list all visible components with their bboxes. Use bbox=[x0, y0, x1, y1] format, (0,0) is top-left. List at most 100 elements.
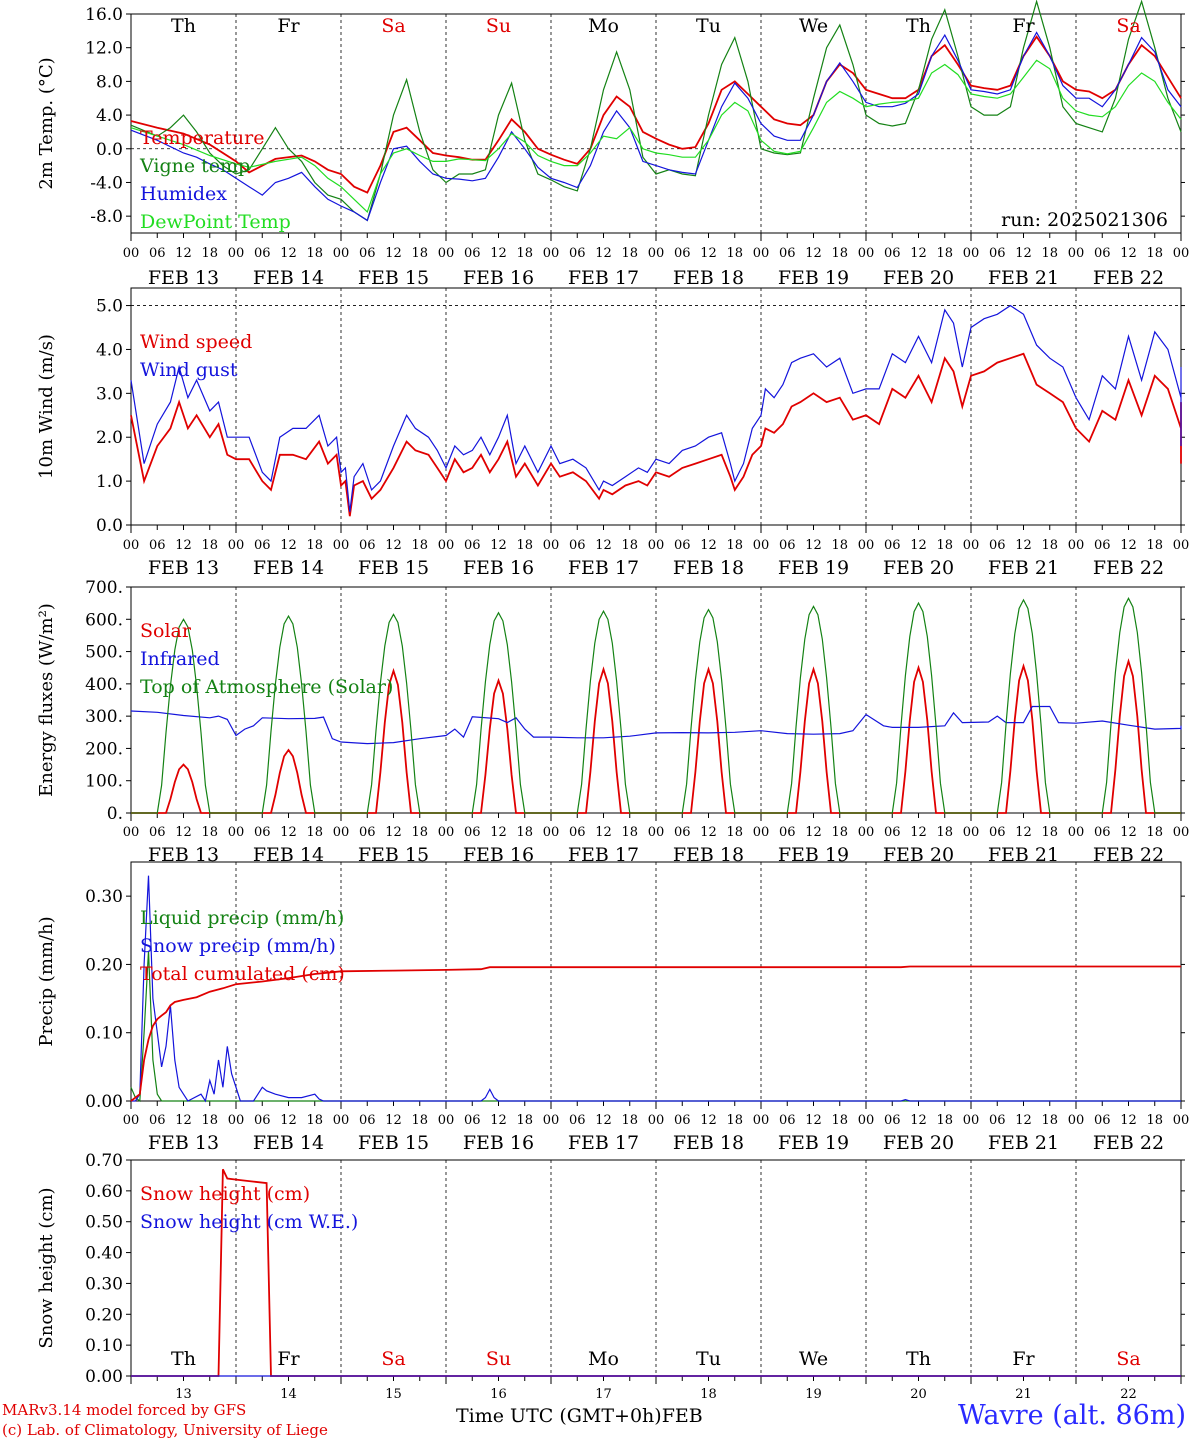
hour-tick-label: 18 bbox=[726, 1113, 743, 1128]
hour-tick-label: 18 bbox=[621, 1113, 638, 1128]
hour-tick-label: 12 bbox=[700, 538, 717, 553]
hour-tick-label: 00 bbox=[753, 825, 770, 840]
hour-tick-label: 12 bbox=[910, 246, 927, 261]
bottom-day-number: 13 bbox=[175, 1387, 192, 1402]
date-label: FEB 15 bbox=[358, 1132, 429, 1154]
y-tick-label: 0. bbox=[107, 804, 123, 824]
hour-tick-label: 00 bbox=[648, 1113, 665, 1128]
hour-tick-label: 00 bbox=[123, 246, 140, 261]
hour-tick-label: 00 bbox=[648, 538, 665, 553]
hour-tick-label: 06 bbox=[149, 246, 166, 261]
lab-credit: (c) Lab. of Climatology, University of L… bbox=[2, 1421, 328, 1439]
hour-tick-label: 18 bbox=[1041, 246, 1058, 261]
hour-tick-label: 12 bbox=[175, 825, 192, 840]
hour-tick-label: 06 bbox=[569, 538, 586, 553]
hour-tick-label: 00 bbox=[753, 538, 770, 553]
hour-tick-label: 06 bbox=[359, 538, 376, 553]
hour-tick-label: 12 bbox=[385, 825, 402, 840]
hour-tick-label: 12 bbox=[490, 825, 507, 840]
hour-tick-label: 18 bbox=[831, 246, 848, 261]
hour-tick-label: 18 bbox=[1146, 1113, 1163, 1128]
hour-tick-label: 12 bbox=[175, 1113, 192, 1128]
day-name: Su bbox=[486, 1348, 511, 1370]
bottom-day-number: 14 bbox=[280, 1387, 297, 1402]
hour-tick-label: 06 bbox=[989, 825, 1006, 840]
date-label: FEB 22 bbox=[1093, 844, 1164, 866]
date-label: FEB 14 bbox=[253, 557, 324, 579]
hour-tick-label: 18 bbox=[936, 538, 953, 553]
date-label: FEB 16 bbox=[463, 557, 534, 579]
hour-tick-label: 00 bbox=[123, 825, 140, 840]
y-tick-label: 700. bbox=[85, 578, 123, 598]
hour-tick-label: 18 bbox=[726, 825, 743, 840]
date-label: FEB 15 bbox=[358, 557, 429, 579]
y-tick-label: 1.0 bbox=[96, 472, 123, 492]
date-label: FEB 18 bbox=[673, 557, 744, 579]
hour-tick-label: 00 bbox=[543, 246, 560, 261]
legend-entry: Vigne temp bbox=[139, 155, 250, 177]
y-tick-label: -4.0 bbox=[90, 173, 123, 193]
date-label: FEB 15 bbox=[358, 844, 429, 866]
hour-tick-label: 12 bbox=[805, 825, 822, 840]
date-label: FEB 20 bbox=[883, 844, 954, 866]
y-tick-label: 12.0 bbox=[85, 39, 123, 59]
hour-tick-label: 18 bbox=[201, 1113, 218, 1128]
hour-tick-label: 00 bbox=[543, 825, 560, 840]
date-label: FEB 22 bbox=[1093, 557, 1164, 579]
hour-tick-label: 12 bbox=[385, 1113, 402, 1128]
y-tick-label: 5.0 bbox=[96, 297, 123, 317]
hour-tick-label: 06 bbox=[1094, 825, 1111, 840]
y-tick-label: 16.0 bbox=[85, 5, 123, 25]
day-name: We bbox=[799, 1348, 828, 1370]
day-name: Mo bbox=[588, 15, 619, 37]
day-name: Fr bbox=[1012, 1348, 1035, 1370]
date-label: FEB 15 bbox=[358, 267, 429, 289]
series-line-temperature bbox=[130, 35, 1182, 194]
hour-tick-label: 00 bbox=[963, 246, 980, 261]
y-tick-label: 0.30 bbox=[85, 887, 123, 907]
bottom-day-number: 15 bbox=[385, 1387, 402, 1402]
date-label: FEB 19 bbox=[778, 557, 849, 579]
y-axis-label: 2m Temp. (°C) bbox=[36, 57, 57, 189]
station-name: Wavre (alt. 86m) bbox=[958, 1400, 1186, 1431]
panel-frame bbox=[130, 287, 1182, 526]
hour-tick-label: 06 bbox=[1094, 246, 1111, 261]
date-label: FEB 16 bbox=[463, 844, 534, 866]
hour-tick-label: 00 bbox=[333, 246, 350, 261]
panel-2 bbox=[126, 287, 1185, 533]
series-line-wind-gust bbox=[130, 304, 1182, 512]
hour-tick-label: 00 bbox=[1068, 538, 1085, 553]
hour-tick-label: 06 bbox=[674, 1113, 691, 1128]
hour-tick-label: 18 bbox=[621, 538, 638, 553]
y-axis-label: Energy fluxes (W/m²) bbox=[36, 603, 57, 797]
hour-tick-label: 06 bbox=[779, 1113, 796, 1128]
y-tick-label: 3.0 bbox=[96, 384, 123, 404]
y-tick-label: 2.0 bbox=[96, 428, 123, 448]
hour-tick-label: 18 bbox=[516, 1113, 533, 1128]
hour-tick-label: 12 bbox=[700, 246, 717, 261]
hour-tick-label: 00 bbox=[228, 246, 245, 261]
hour-tick-label: 18 bbox=[411, 538, 428, 553]
date-label: FEB 20 bbox=[883, 1132, 954, 1154]
hour-tick-label: 00 bbox=[438, 1113, 455, 1128]
hour-tick-label: 06 bbox=[149, 1113, 166, 1128]
hour-tick-label: 00 bbox=[963, 825, 980, 840]
panel-3 bbox=[126, 586, 1185, 821]
y-tick-label: 300. bbox=[85, 707, 123, 727]
hour-tick-label: 18 bbox=[516, 538, 533, 553]
hour-tick-label: 18 bbox=[936, 825, 953, 840]
panel-1 bbox=[126, 0, 1185, 241]
hour-tick-label: 12 bbox=[1015, 825, 1032, 840]
hour-tick-label: 12 bbox=[595, 825, 612, 840]
hour-tick-label: 06 bbox=[674, 825, 691, 840]
y-tick-label: 500. bbox=[85, 643, 123, 663]
date-label: FEB 22 bbox=[1093, 267, 1164, 289]
hour-tick-label: 06 bbox=[149, 825, 166, 840]
day-name: Mo bbox=[588, 1348, 619, 1370]
hour-tick-label: 12 bbox=[385, 246, 402, 261]
hour-tick-label: 06 bbox=[779, 825, 796, 840]
hour-tick-label: 12 bbox=[1120, 538, 1137, 553]
hour-tick-label: 12 bbox=[805, 246, 822, 261]
legend-entry: Infrared bbox=[140, 648, 220, 670]
